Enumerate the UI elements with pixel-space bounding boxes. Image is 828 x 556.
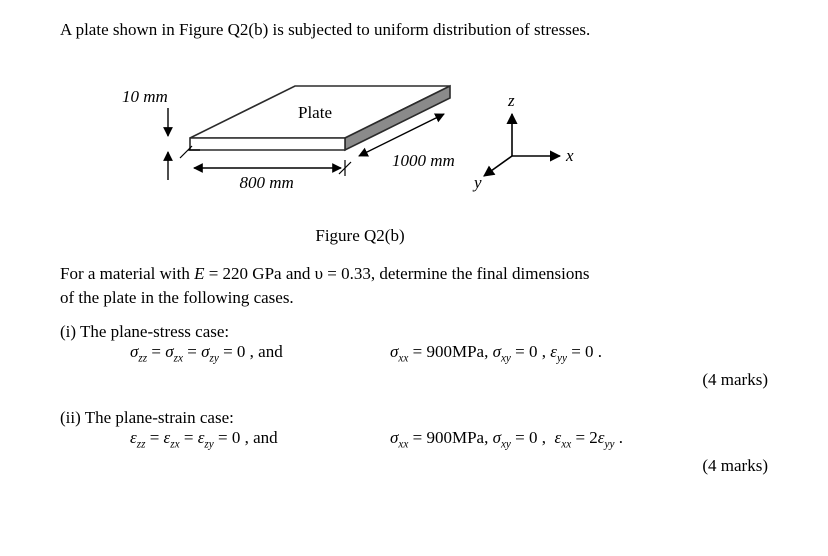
case-2-marks-line: (4 marks) xyxy=(60,456,768,480)
case-1-head: (i) The plane-stress case: xyxy=(60,322,768,342)
svg-text:10 mm: 10 mm xyxy=(122,87,168,106)
svg-text:y: y xyxy=(472,173,482,192)
svg-text:Plate: Plate xyxy=(298,103,332,122)
figure-plate: 10 mm Plate 800 mm 1000 mm x z y xyxy=(100,50,620,220)
case-1-equations: σzz = σzx = σzy = 0 , and σxx = 900MPa, … xyxy=(130,342,768,370)
question-line-1: For a material with E = 220 GPa and υ = … xyxy=(60,264,768,284)
svg-text:800 mm: 800 mm xyxy=(240,173,294,192)
plate-diagram-svg: 10 mm Plate 800 mm 1000 mm x z y xyxy=(100,50,620,220)
case-1-marks-line: (4 marks) xyxy=(60,370,768,394)
case-2-lhs: εzz = εzx = εzy = 0 , and xyxy=(130,428,278,450)
svg-text:x: x xyxy=(565,146,574,165)
figure-caption: Figure Q2(b) xyxy=(180,226,540,246)
case-1-lhs: σzz = σzx = σzy = 0 , and xyxy=(130,342,283,364)
problem-intro: A plate shown in Figure Q2(b) is subject… xyxy=(60,20,768,40)
question-line-2: of the plate in the following cases. xyxy=(60,288,768,308)
case-2-head: (ii) The plane-strain case: xyxy=(60,408,768,428)
case-2-rhs: σxx = 900MPa, σxy = 0 , εxx = 2εyy . xyxy=(390,428,623,450)
case-1-rhs: σxx = 900MPa, σxy = 0 , εyy = 0 . xyxy=(390,342,602,364)
case-1-marks: (4 marks) xyxy=(702,370,768,390)
case-2-marks: (4 marks) xyxy=(702,456,768,476)
svg-text:1000 mm: 1000 mm xyxy=(392,151,455,170)
case-2-equations: εzz = εzx = εzy = 0 , and σxx = 900MPa, … xyxy=(130,428,768,456)
svg-text:z: z xyxy=(507,91,515,110)
